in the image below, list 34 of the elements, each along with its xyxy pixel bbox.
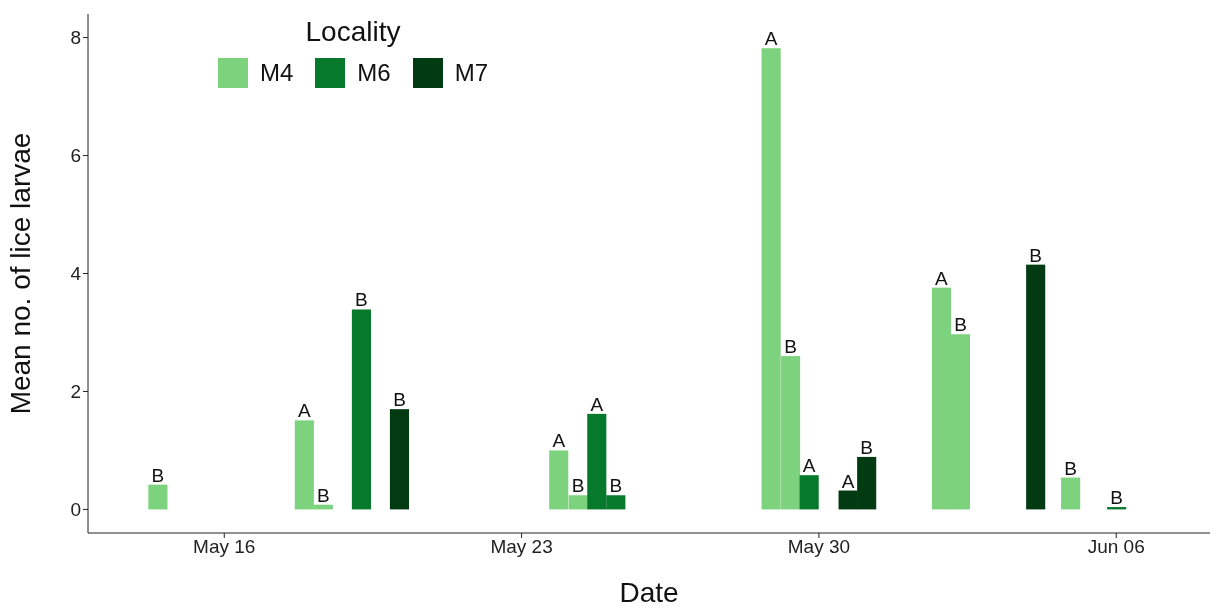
legend-title: Locality [305,16,401,48]
data-label: A [590,393,604,415]
data-label: B [1064,457,1077,479]
data-label: A [552,430,566,452]
y-tick-label: 6 [70,145,81,167]
y-tick-label: 4 [70,263,82,285]
y-tick-label: 8 [70,27,81,49]
data-label: B [609,475,623,497]
data-label: A [841,470,855,492]
y-tick-label: 2 [70,381,81,403]
data-label: B [784,336,797,358]
data-label: A [935,267,949,289]
data-label: B [1110,487,1123,509]
y-tick-label: 0 [70,499,81,521]
legend-label: M7 [454,59,489,87]
data-label: B [1029,244,1043,266]
data-label: B [860,436,874,458]
data-label: A [764,28,778,50]
data-label: A [298,400,311,422]
y-axis-title: Mean no. of lice larvae [4,132,36,415]
legend-label: M6 [357,59,391,87]
x-tick-label: May 16 [193,536,256,558]
data-label: B [393,389,406,411]
x-tick-label: Jun 06 [1087,536,1145,558]
data-label: B [954,314,967,336]
legend-label: M4 [260,59,294,87]
data-label: B [355,289,368,311]
x-tick-label: May 23 [490,536,553,558]
data-label: B [151,464,165,486]
data-label: A [802,455,816,477]
data-label: B [571,475,585,497]
x-axis-title: Date [619,577,679,608]
data-label: B [317,484,330,506]
x-tick-label: May 30 [787,536,851,558]
